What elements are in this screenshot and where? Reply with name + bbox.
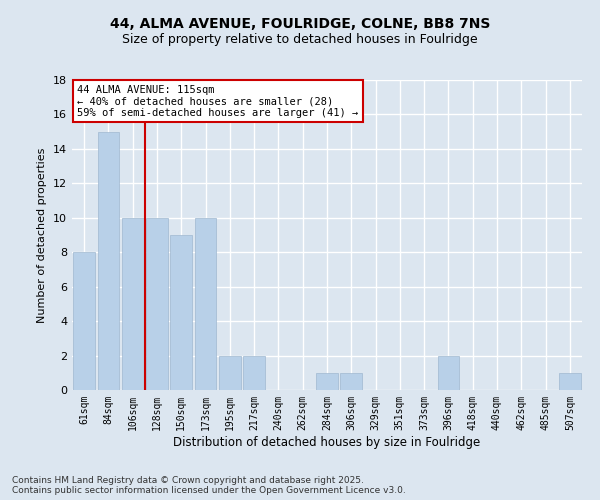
Bar xyxy=(122,218,143,390)
Bar xyxy=(340,373,362,390)
Bar xyxy=(146,218,168,390)
Bar xyxy=(170,235,192,390)
Bar xyxy=(97,132,119,390)
Bar xyxy=(219,356,241,390)
Text: 44 ALMA AVENUE: 115sqm
← 40% of detached houses are smaller (28)
59% of semi-det: 44 ALMA AVENUE: 115sqm ← 40% of detached… xyxy=(77,84,358,118)
Text: Size of property relative to detached houses in Foulridge: Size of property relative to detached ho… xyxy=(122,32,478,46)
Bar xyxy=(316,373,338,390)
Bar xyxy=(194,218,217,390)
Bar xyxy=(559,373,581,390)
Y-axis label: Number of detached properties: Number of detached properties xyxy=(37,148,47,322)
Bar xyxy=(243,356,265,390)
Bar xyxy=(437,356,460,390)
X-axis label: Distribution of detached houses by size in Foulridge: Distribution of detached houses by size … xyxy=(173,436,481,448)
Bar xyxy=(73,252,95,390)
Text: 44, ALMA AVENUE, FOULRIDGE, COLNE, BB8 7NS: 44, ALMA AVENUE, FOULRIDGE, COLNE, BB8 7… xyxy=(110,18,490,32)
Text: Contains HM Land Registry data © Crown copyright and database right 2025.
Contai: Contains HM Land Registry data © Crown c… xyxy=(12,476,406,495)
